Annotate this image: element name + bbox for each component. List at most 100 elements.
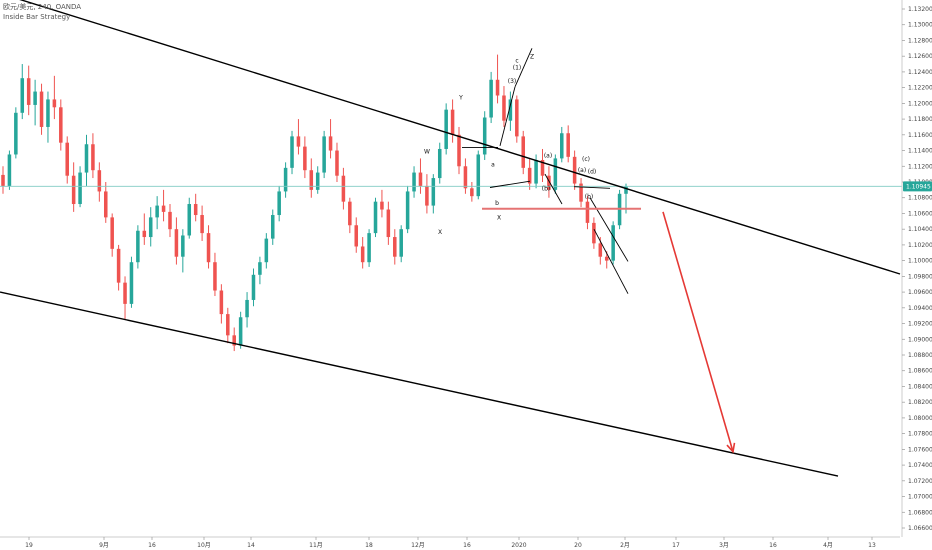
candle-body: [245, 299, 249, 318]
current-price-tag-label: 1.10945: [906, 183, 931, 190]
trendlines[interactable]: [0, 0, 901, 477]
candle-body: [33, 91, 37, 105]
price-tick-label: 1.07800: [908, 431, 932, 438]
wave-label: (c): [582, 156, 590, 163]
candle-body: [116, 248, 121, 283]
candle-body: [380, 201, 384, 210]
time-tick-label: 9月: [99, 542, 109, 549]
price-tick-label: 1.10800: [908, 195, 932, 202]
candle-body: [136, 230, 140, 263]
candle-body: [181, 235, 185, 257]
candle-body: [168, 211, 172, 230]
upper-channel[interactable]: [0, 0, 901, 275]
candle-body: [226, 314, 230, 336]
candle-body: [26, 78, 31, 105]
candle-body: [360, 246, 365, 263]
candle-body: [585, 201, 590, 223]
candle-body: [393, 237, 397, 257]
candle-body: [148, 217, 153, 238]
wave-label: (d): [588, 168, 597, 175]
wave-line-3[interactable]: [489, 180, 531, 188]
price-tick-label: 1.11200: [908, 163, 932, 170]
price-tick-label: 1.09600: [908, 289, 932, 296]
wave-label: c: [515, 57, 518, 64]
price-tick-label: 1.10600: [908, 210, 932, 217]
time-tick-label: 2月: [620, 542, 630, 549]
candle-body: [560, 133, 564, 159]
candle-body: [232, 335, 236, 346]
candle-body: [335, 150, 339, 176]
candle-body: [515, 99, 519, 137]
wave-line-4[interactable]: [544, 173, 563, 205]
candle-body: [553, 158, 558, 190]
lower-channel[interactable]: [0, 291, 839, 477]
candle-body: [303, 146, 307, 171]
candle-body: [470, 188, 474, 197]
wave-line-6[interactable]: [589, 197, 629, 262]
forecast-arrow-head: [726, 442, 736, 454]
strategy-name: Inside Bar Strategy: [3, 13, 71, 21]
wave-line-5[interactable]: [573, 186, 611, 189]
wave-line-2[interactable]: [514, 48, 533, 88]
candle-body: [322, 136, 326, 173]
candle-body: [566, 133, 570, 157]
wave-label: Z: [530, 54, 534, 61]
candle-body: [315, 172, 320, 190]
price-tick-label: 1.12600: [908, 53, 932, 60]
candle-body: [39, 91, 44, 127]
candle-body: [97, 170, 102, 192]
candle-body: [219, 290, 224, 315]
candle-body: [489, 79, 493, 118]
time-tick-label: 20: [574, 542, 582, 549]
candle-body: [142, 230, 147, 238]
price-tick-label: 1.09000: [908, 336, 932, 343]
candle-body: [206, 233, 211, 263]
candle-body: [129, 262, 134, 304]
price-tick-label: 1.11400: [908, 148, 932, 155]
candle-body: [110, 217, 114, 249]
candle-body: [495, 79, 500, 96]
candle-body: [1, 174, 5, 186]
price-tick-label: 1.10200: [908, 242, 932, 249]
candle-body: [521, 136, 526, 168]
price-tick-label: 1.08400: [908, 383, 932, 390]
time-tick-label: 17: [672, 542, 680, 549]
current-price-tag: 1.10945: [903, 181, 932, 192]
candle-body: [348, 201, 352, 226]
candle-body: [437, 148, 442, 179]
symbol-title: 欧元/美元, 240, OANDA: [3, 3, 82, 11]
time-tick-label: 12月: [411, 542, 425, 549]
wave-line-7[interactable]: [593, 228, 629, 294]
wave-line-1[interactable]: [499, 86, 516, 146]
candle-body: [14, 112, 18, 155]
price-axis[interactable]: 1.13200 1.13000 1.12800 1.12600 1.12400 1.122…: [901, 0, 932, 537]
candle-body: [283, 167, 288, 192]
price-tick-label: 1.07600: [908, 446, 932, 453]
candle-body: [373, 201, 378, 234]
forecast-arrow[interactable]: [662, 211, 736, 454]
price-tick-label: 1.12000: [908, 100, 932, 107]
price-tick-label: 1.12200: [908, 85, 932, 92]
price-tick-label: 1.06800: [908, 509, 932, 516]
candle-body: [431, 178, 436, 206]
candle-body: [572, 156, 577, 184]
price-tick-label: 1.10000: [908, 258, 932, 265]
time-axis[interactable]: 19 9月 16 10月 14 11月 18 12月 16 2020 20 2月 17 3月 16 4月 13: [0, 536, 900, 549]
price-tick-label: 1.07400: [908, 462, 932, 469]
time-tick-label: 2020: [511, 542, 526, 549]
candle-body: [579, 183, 583, 202]
price-tick-label: 1.12400: [908, 69, 932, 76]
wave-label: W: [424, 149, 430, 156]
candlestick-series: [1, 54, 628, 352]
candle-body: [20, 78, 25, 113]
candle-body: [527, 167, 532, 184]
candle-body: [386, 209, 391, 238]
time-tick-label: 16: [463, 542, 471, 549]
candle-body: [604, 256, 609, 261]
candle-body: [290, 136, 294, 168]
candle-body: [476, 154, 481, 197]
candle-body: [238, 317, 243, 346]
wave-label: X: [497, 215, 501, 222]
price-tick-label: 1.08000: [908, 415, 932, 422]
